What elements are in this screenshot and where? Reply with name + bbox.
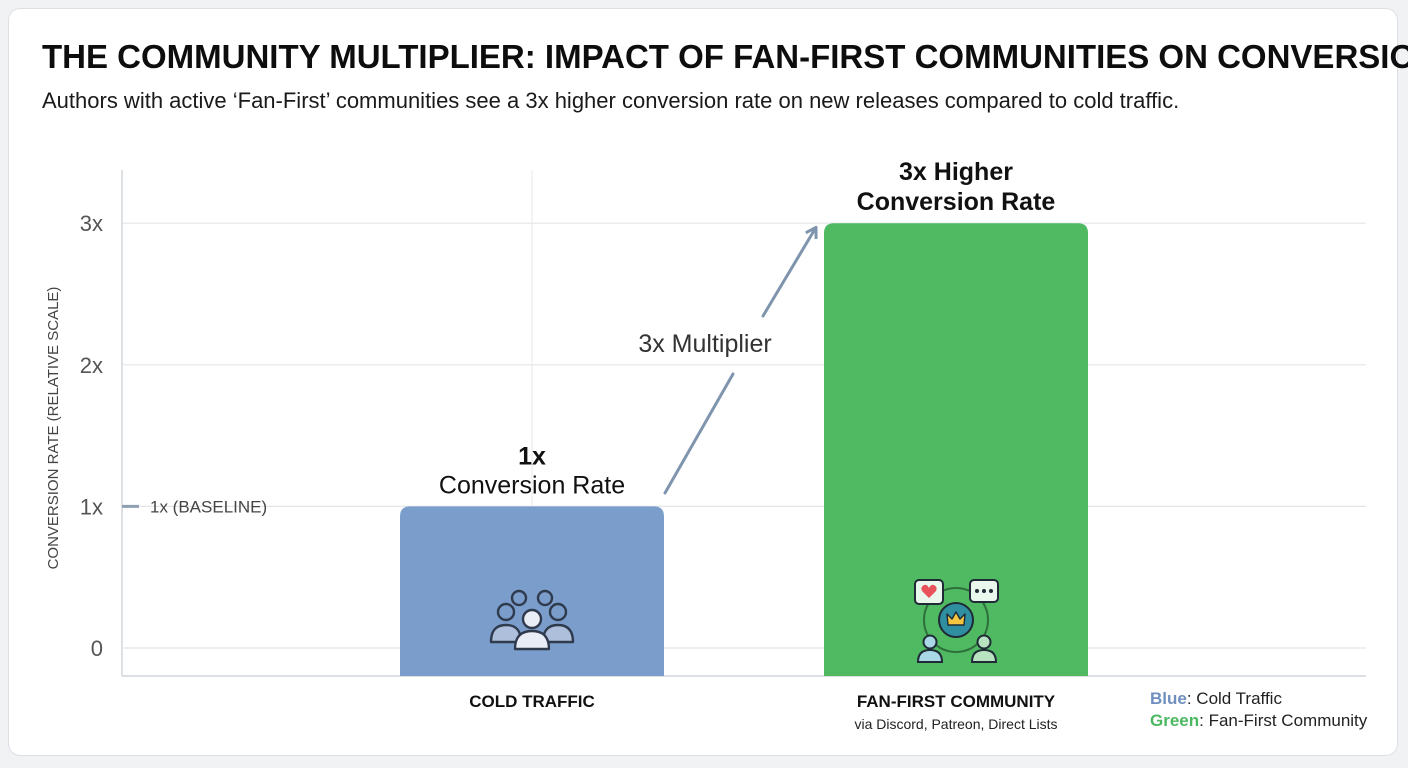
y-tick-label: 3x — [80, 211, 103, 236]
chart-subtitle: Authors with active ‘Fan-First’ communit… — [42, 88, 1180, 113]
member-head — [922, 634, 938, 650]
person-body-front — [513, 629, 551, 651]
legend-text-fan: : Fan-First Community — [1199, 711, 1368, 730]
y-tick-label: 0 — [91, 636, 103, 661]
baseline-label: 1x (BASELINE) — [150, 497, 267, 516]
person-head-side — [496, 602, 516, 622]
data-label-bold-cold: 1x — [518, 442, 546, 470]
legend-text-cold: : Cold Traffic — [1186, 689, 1282, 708]
person-head-front — [521, 608, 543, 630]
y-tick-label: 2x — [80, 353, 103, 378]
person-head-back — [536, 589, 554, 607]
chat-dot — [975, 589, 979, 593]
data-label-bold-fan: 3x Higher — [899, 158, 1013, 186]
x-category-label-fan: FAN-FIRST COMMUNITY — [857, 692, 1056, 711]
legend-item-cold: Blue: Cold Traffic — [1150, 688, 1367, 710]
multiplier-arrow-upper — [761, 229, 815, 318]
member-body — [970, 648, 998, 663]
y-tick-label: 1x — [80, 494, 103, 519]
chart-card — [8, 8, 1398, 756]
bar-cold-traffic — [400, 506, 664, 676]
bar-fan-first-community — [824, 223, 1088, 676]
community-ring — [923, 587, 989, 653]
x-category-label-cold: COLD TRAFFIC — [469, 692, 595, 711]
person-head-back — [510, 589, 528, 607]
crown-icon — [946, 611, 966, 626]
multiplier-arrow-lower — [663, 372, 735, 495]
x-category-sublabel-fan: via Discord, Patreon, Direct Lists — [854, 716, 1057, 732]
data-label-fan: Conversion Rate — [857, 188, 1056, 216]
chat-dot — [989, 589, 993, 593]
legend-key-blue: Blue — [1150, 689, 1187, 708]
community-hub-icon — [914, 579, 999, 663]
legend-item-fan: Green: Fan-First Community — [1150, 710, 1367, 732]
member-head — [976, 634, 992, 650]
data-label-cold: Conversion Rate — [439, 471, 625, 499]
chat-dot — [982, 589, 986, 593]
person-body-side — [541, 623, 575, 644]
person-head-side — [548, 602, 568, 622]
chart-title: THE COMMUNITY MULTIPLIER: IMPACT OF FAN-… — [42, 38, 1408, 75]
group-of-people-icon — [489, 589, 575, 651]
chart-legend: Blue: Cold Traffic Green: Fan-First Comm… — [1150, 688, 1367, 732]
y-axis-title: CONVERSION RATE (RELATIVE SCALE) — [45, 287, 62, 570]
multiplier-annotation: 3x Multiplier — [638, 330, 771, 358]
heart-icon — [921, 584, 937, 598]
legend-key-green: Green — [1150, 711, 1200, 730]
member-body — [916, 648, 944, 663]
